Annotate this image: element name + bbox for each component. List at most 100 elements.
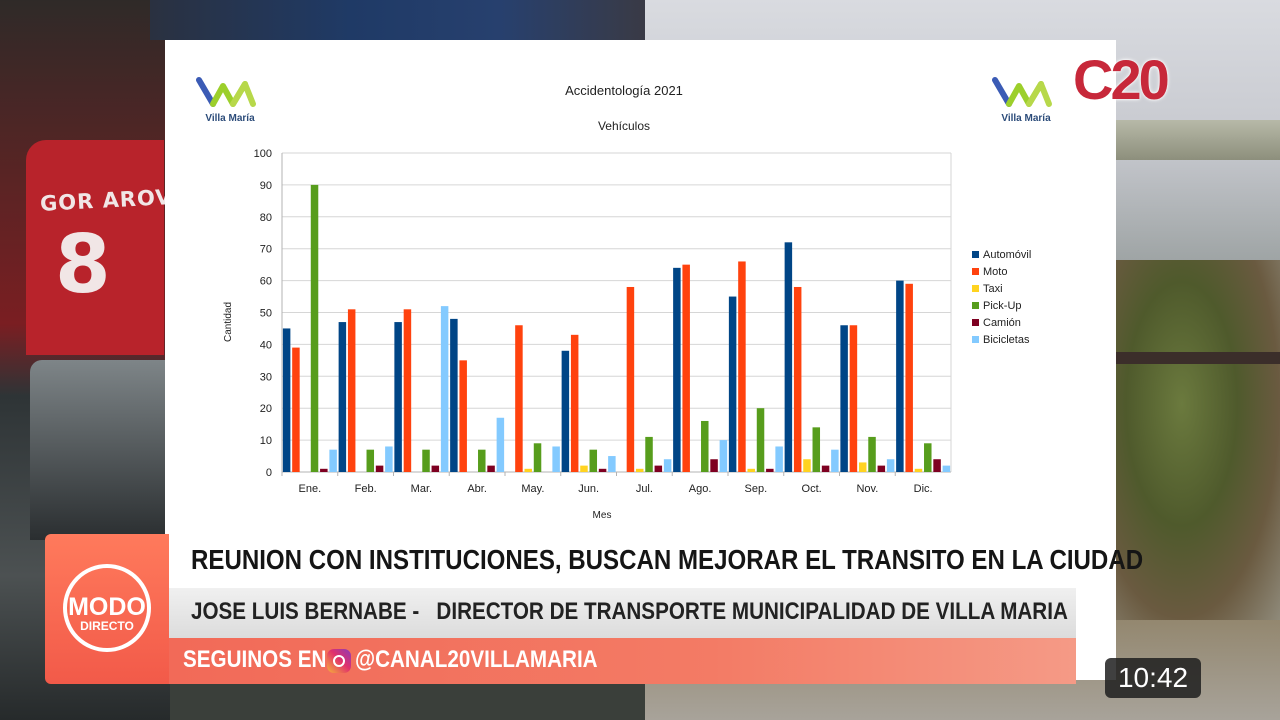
x-tick-label: Jun. <box>578 483 599 495</box>
legend-label: Taxi <box>983 283 1003 295</box>
bar-pick-up <box>310 184 319 472</box>
x-tick-label: Sep. <box>745 483 768 495</box>
bar-bicicletas <box>775 446 783 472</box>
legend-label: Moto <box>983 266 1007 278</box>
x-tick-label: Ene. <box>299 483 322 495</box>
bar-pick-up <box>478 449 486 472</box>
bar-taxi <box>580 465 588 472</box>
y-tick-label: 90 <box>260 180 272 192</box>
x-tick-label: Feb. <box>355 483 377 495</box>
y-tick-label: 30 <box>260 371 272 383</box>
bar-bicicletas <box>496 417 505 472</box>
y-tick-label: 20 <box>260 403 272 415</box>
bar-camión <box>710 459 718 472</box>
background-trees <box>1116 260 1280 620</box>
background-pole <box>1116 120 1280 160</box>
bar-moto <box>570 334 579 472</box>
social-bar: SEGUINOS EN @CANAL20VILLAMARIA <box>169 638 1076 684</box>
x-tick-label: Abr. <box>467 483 487 495</box>
badge-line1: MODO <box>68 593 146 621</box>
bar-bicicletas <box>385 446 393 472</box>
logo-text: Villa María <box>1001 113 1051 124</box>
bar-moto <box>292 347 300 472</box>
bar-bicicletas <box>608 456 616 472</box>
chart-title: Accidentología 2021 <box>565 83 683 98</box>
bar-automóvil <box>338 322 347 472</box>
bar-bicicletas <box>942 465 951 472</box>
bar-moto <box>905 283 913 472</box>
bar-bicicletas <box>440 306 449 472</box>
bar-automóvil <box>673 267 681 472</box>
badge-line2: DIRECTO <box>80 619 134 633</box>
background-rail <box>1116 352 1280 364</box>
bar-camión <box>654 465 663 472</box>
villa-maria-logo-left: Villa María <box>195 74 265 130</box>
bar-automóvil <box>450 318 458 472</box>
bar-automóvil <box>784 242 793 472</box>
x-tick-label: Ago. <box>689 483 712 495</box>
bar-bicicletas <box>552 446 560 472</box>
x-tick-label: Nov. <box>856 483 878 495</box>
bar-taxi <box>803 459 811 472</box>
bar-taxi <box>524 468 532 472</box>
bar-moto <box>515 325 523 472</box>
x-tick-label: Dic. <box>914 483 933 495</box>
bar-camión <box>487 465 495 472</box>
bar-automóvil <box>561 350 570 472</box>
bar-camión <box>766 468 774 472</box>
player-jersey <box>26 140 164 355</box>
y-tick-label: 100 <box>254 148 272 160</box>
subline-bar: JOSE LUIS BERNABE - DIRECTOR DE TRANSPOR… <box>169 588 1076 638</box>
bar-taxi <box>858 462 867 472</box>
bar-taxi <box>914 468 923 472</box>
legend-label: Bicicletas <box>983 334 1030 346</box>
bar-pick-up <box>366 449 375 472</box>
legend-label: Automóvil <box>983 249 1031 261</box>
bar-pick-up <box>924 443 932 472</box>
villa-maria-logo-right: Villa María <box>991 74 1061 130</box>
modo-directo-badge: MODO DIRECTO <box>45 534 169 684</box>
y-tick-label: 0 <box>266 467 272 479</box>
y-tick-label: 10 <box>260 435 272 447</box>
bar-camión <box>933 459 941 472</box>
legend-label: Camión <box>983 317 1021 329</box>
bar-moto <box>626 286 635 472</box>
bar-moto <box>682 264 690 472</box>
legend-label: Pick-Up <box>983 300 1022 312</box>
x-tick-label: Jul. <box>636 483 653 495</box>
legend-swatch <box>972 319 979 326</box>
bar-moto <box>403 309 412 472</box>
bar-camión <box>598 468 607 472</box>
bar-pick-up <box>701 420 709 472</box>
channel-logo: C20 <box>1073 48 1170 111</box>
bar-bicicletas <box>719 440 728 472</box>
background-window <box>30 360 170 540</box>
legend-swatch <box>972 285 979 292</box>
social-handle: @CANAL20VILLAMARIA <box>355 646 598 673</box>
bar-camión <box>431 465 440 472</box>
y-axis-label: Cantidad <box>223 302 234 342</box>
bar-pick-up <box>868 436 876 472</box>
bar-pick-up <box>422 449 430 472</box>
bar-automóvil <box>728 296 737 472</box>
bar-automóvil <box>394 322 402 472</box>
bar-moto <box>849 325 858 472</box>
social-prefix: SEGUINOS EN <box>183 646 327 673</box>
video-timestamp: 10:42 <box>1105 658 1201 698</box>
bar-taxi <box>747 468 755 472</box>
logo-text: Villa María <box>205 113 255 124</box>
bar-automóvil <box>840 325 848 472</box>
instagram-icon <box>327 649 351 673</box>
bar-bicicletas <box>329 449 337 472</box>
villa-maria-logo-icon <box>196 77 256 107</box>
y-tick-label: 60 <box>260 276 272 288</box>
bar-moto <box>738 261 746 472</box>
bar-automóvil <box>896 280 904 472</box>
bar-automóvil <box>282 328 291 472</box>
bar-moto <box>347 309 356 472</box>
bar-bicicletas <box>886 459 895 472</box>
bar-pick-up <box>533 443 542 472</box>
y-tick-label: 80 <box>260 212 272 224</box>
bar-taxi <box>635 468 644 472</box>
legend-swatch <box>972 251 979 258</box>
